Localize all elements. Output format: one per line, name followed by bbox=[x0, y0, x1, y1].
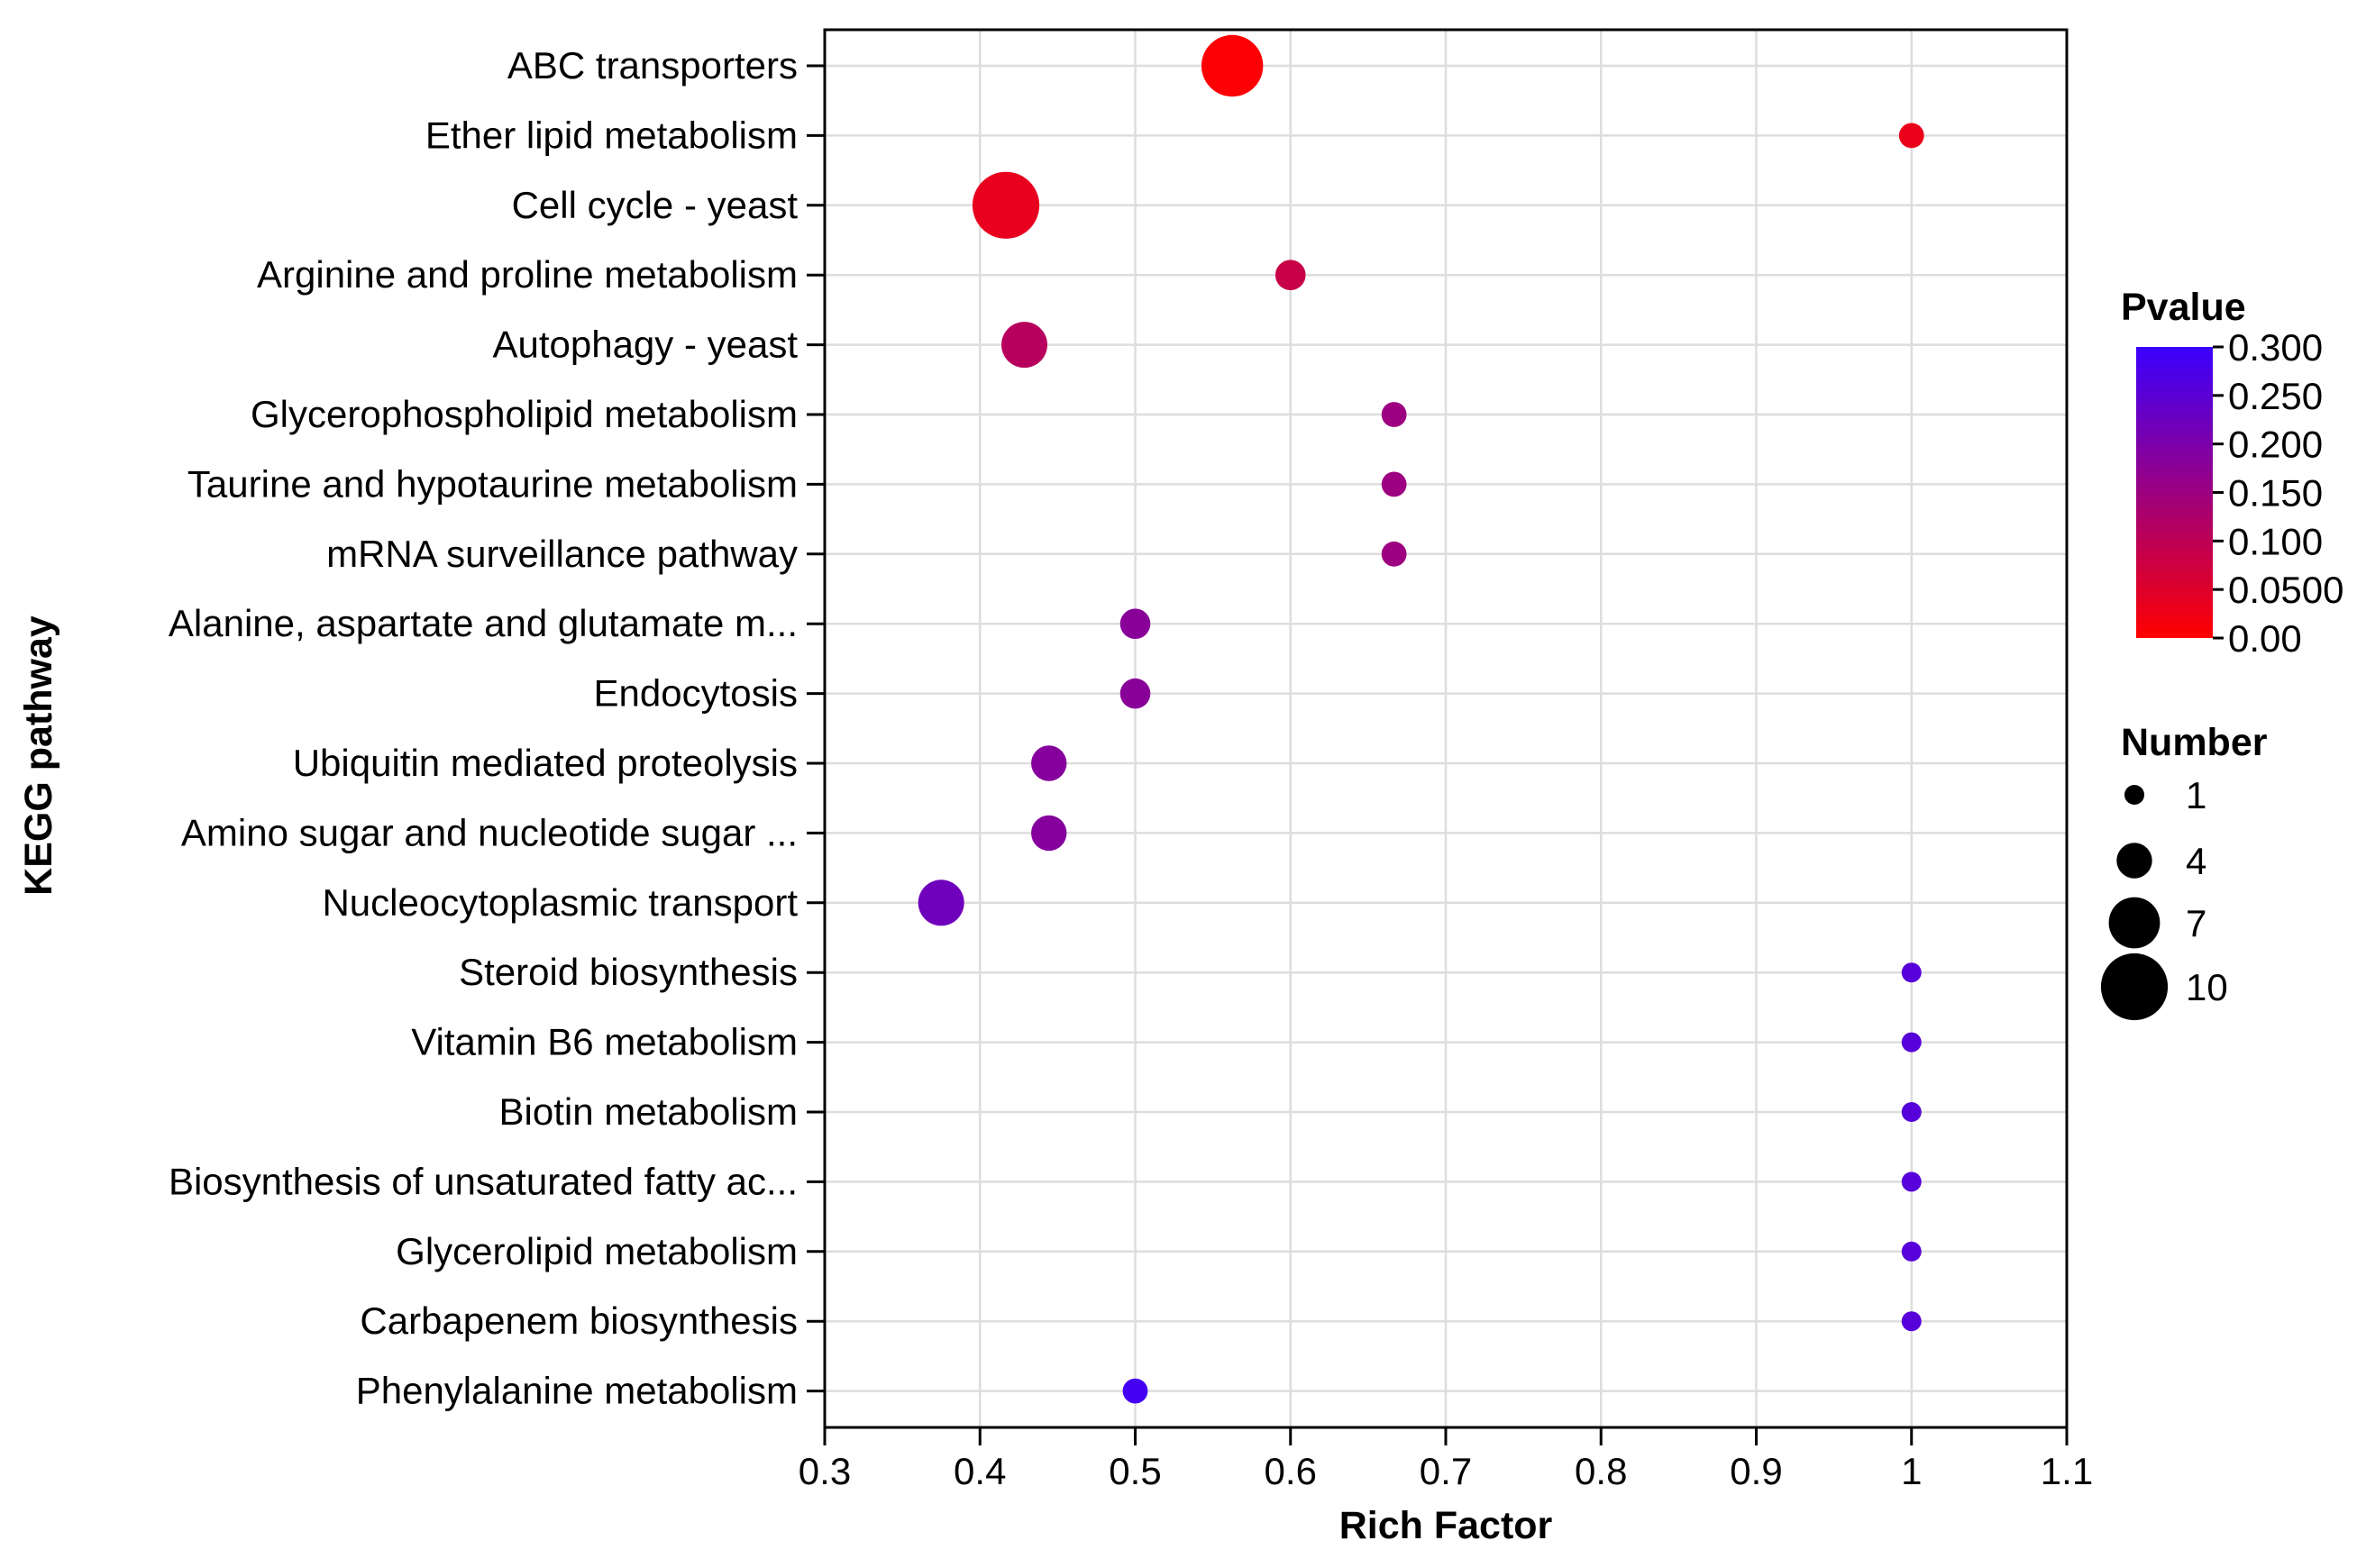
x-tick-label: 0.3 bbox=[799, 1450, 851, 1492]
data-point bbox=[1901, 1241, 1922, 1262]
y-axis-title: KEGG pathway bbox=[17, 615, 60, 896]
y-tick-label: Glycerolipid metabolism bbox=[396, 1230, 798, 1272]
number-legend: Number 1 4 7 10 bbox=[2100, 721, 2268, 1021]
x-tick-label: 1 bbox=[1901, 1450, 1922, 1492]
y-tick-label: Ubiquitin mediated proteolysis bbox=[293, 742, 798, 784]
y-tick-label: Amino sugar and nucleotide sugar ... bbox=[181, 811, 798, 853]
y-tick-label: Carbapenem biosynthesis bbox=[360, 1299, 798, 1342]
y-tick-label: Taurine and hypotaurine metabolism bbox=[187, 462, 798, 505]
data-point bbox=[1122, 1378, 1148, 1404]
pvalue-tick-label: 0.100 bbox=[2228, 520, 2323, 562]
y-tick-label: Autophagy - yeast bbox=[492, 324, 798, 366]
number-legend-items: 1 4 7 10 bbox=[2100, 774, 2228, 1021]
data-point bbox=[1901, 962, 1922, 983]
y-tick-label: Steroid biosynthesis bbox=[459, 951, 798, 993]
y-tick-label: Phenylalanine metabolism bbox=[356, 1370, 798, 1412]
data-points bbox=[918, 34, 1924, 1404]
number-legend-dot bbox=[2116, 843, 2152, 879]
data-point bbox=[1901, 1171, 1922, 1192]
number-legend-dot bbox=[2100, 953, 2169, 1021]
data-point bbox=[1274, 260, 1306, 291]
pvalue-tick-label: 0.00 bbox=[2228, 617, 2302, 660]
number-legend-dot bbox=[2124, 785, 2144, 805]
data-point bbox=[1898, 123, 1924, 149]
number-legend-label: 4 bbox=[2186, 840, 2206, 882]
pvalue-legend: Pvalue 0.3000.2500.2000.1500.1000.05000.… bbox=[2121, 286, 2343, 660]
data-point bbox=[1901, 1102, 1922, 1122]
pvalue-tick-label: 0.250 bbox=[2228, 375, 2323, 417]
data-point bbox=[972, 171, 1040, 239]
pvalue-legend-ticks: 0.300 0.250 0.200 0.150 0.100 0.0500 0.00 bbox=[2213, 326, 2343, 660]
pvalue-tick-label: 0.300 bbox=[2228, 326, 2323, 369]
y-tick-label: Nucleocytoplasmic transport bbox=[322, 881, 798, 924]
number-legend-label: 1 bbox=[2186, 774, 2206, 816]
x-tick-label: 0.7 bbox=[1420, 1450, 1472, 1492]
data-point bbox=[1119, 608, 1151, 639]
x-axis: 0.3 0.4 0.5 0.6 0.7 0.8 0.9 1 1.1 bbox=[799, 1427, 2093, 1492]
data-point bbox=[1381, 402, 1407, 427]
data-point bbox=[1119, 678, 1151, 709]
number-legend-dot bbox=[2108, 897, 2161, 949]
y-tick-label: Alanine, aspartate and glutamate m... bbox=[169, 602, 798, 644]
x-tick-label: 0.8 bbox=[1575, 1450, 1627, 1492]
x-tick-label: 1.1 bbox=[2041, 1450, 2093, 1492]
y-tick-label: Endocytosis bbox=[594, 672, 798, 715]
pvalue-legend-title: Pvalue bbox=[2121, 286, 2246, 329]
x-tick-label: 0.5 bbox=[1109, 1450, 1161, 1492]
data-point bbox=[1031, 745, 1067, 781]
y-axis: ABC transporters Ether lipid metabolism Ce… bbox=[169, 44, 825, 1412]
pvalue-tick-label: 0.0500 bbox=[2228, 569, 2343, 611]
data-point bbox=[1001, 322, 1048, 369]
number-legend-label: 7 bbox=[2186, 902, 2206, 944]
data-point bbox=[1381, 541, 1407, 567]
data-point bbox=[1901, 1032, 1922, 1053]
y-tick-label: Biotin metabolism bbox=[499, 1090, 798, 1133]
y-tick-label: Arginine and proline metabolism bbox=[257, 253, 798, 296]
y-tick-label: Biosynthesis of unsaturated fatty ac... bbox=[169, 1160, 798, 1202]
y-tick-label: Cell cycle - yeast bbox=[512, 184, 799, 226]
y-tick-label: Vitamin B6 metabolism bbox=[411, 1021, 798, 1063]
x-tick-label: 0.4 bbox=[954, 1450, 1006, 1492]
data-point bbox=[1201, 34, 1264, 97]
x-tick-label: 0.9 bbox=[1730, 1450, 1782, 1492]
pvalue-tick-label: 0.200 bbox=[2228, 424, 2323, 466]
y-tick-label: Ether lipid metabolism bbox=[425, 114, 798, 156]
pvalue-colorbar bbox=[2136, 347, 2213, 638]
number-legend-title: Number bbox=[2121, 721, 2268, 764]
data-point bbox=[1901, 1311, 1922, 1332]
x-tick-label: 0.6 bbox=[1265, 1450, 1317, 1492]
y-tick-label: Glycerophospholipid metabolism bbox=[251, 393, 798, 435]
grid-lines bbox=[823, 30, 2069, 1427]
y-tick-label: ABC transporters bbox=[507, 44, 798, 87]
data-point bbox=[1381, 471, 1407, 497]
number-legend-label: 10 bbox=[2186, 966, 2228, 1008]
data-point bbox=[918, 880, 964, 926]
pvalue-tick-label: 0.150 bbox=[2228, 472, 2323, 515]
y-tick-label: mRNA surveillance pathway bbox=[326, 533, 798, 575]
data-point bbox=[1031, 815, 1067, 852]
x-axis-title: Rich Factor bbox=[1339, 1504, 1553, 1547]
